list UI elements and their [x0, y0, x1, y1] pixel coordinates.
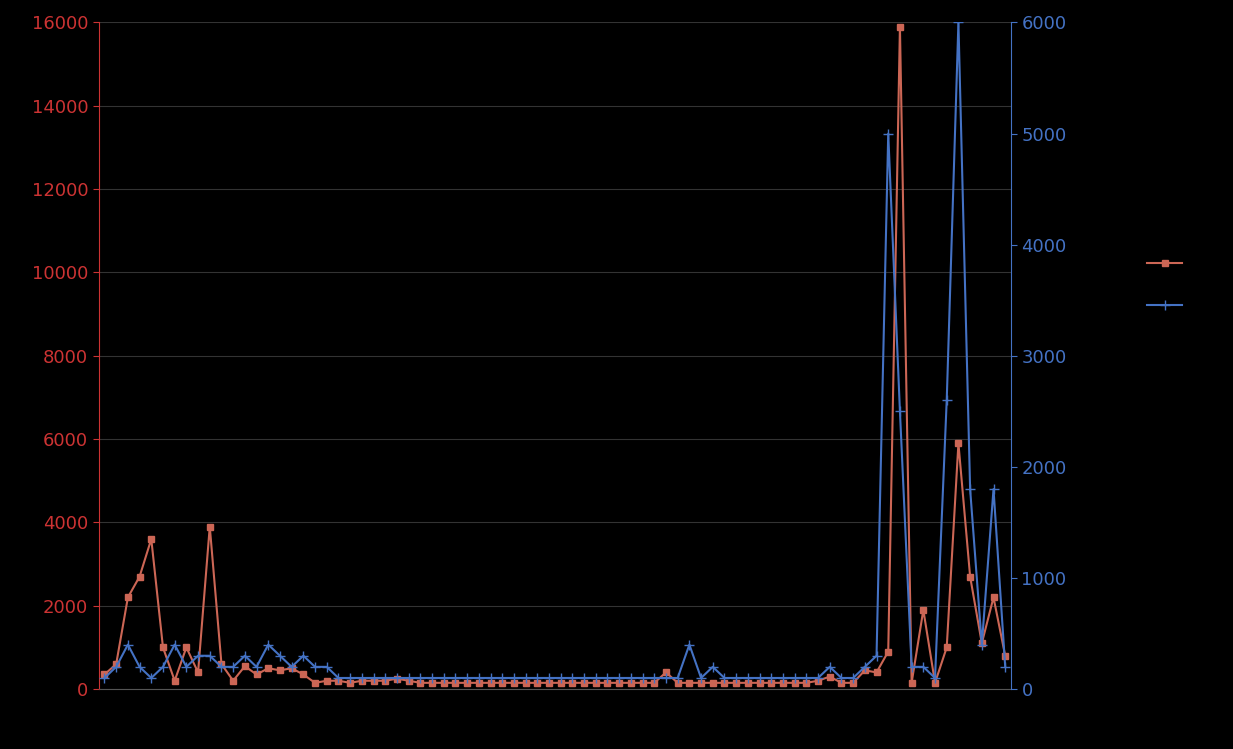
Legend: , : , [1148, 257, 1189, 312]
